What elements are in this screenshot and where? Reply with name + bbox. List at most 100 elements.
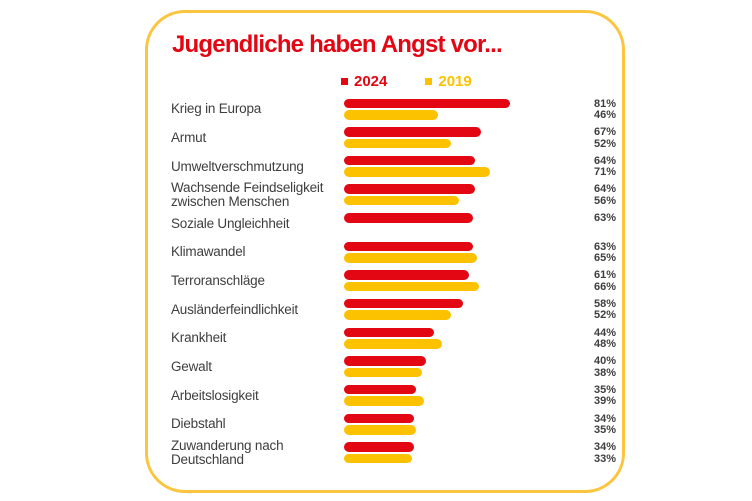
chart-row: Klimawandel 63% 65%: [148, 241, 622, 270]
bar-2024: [344, 442, 414, 452]
bar-2019: [344, 281, 480, 292]
legend: 2024 2019: [341, 73, 472, 90]
value-2019: 71%: [593, 166, 616, 179]
value-labels: 64% 56%: [581, 184, 616, 212]
bar-group: [344, 241, 581, 263]
bar-group: [344, 127, 581, 149]
chart-row: Ausländerfeindlichkeit 58% 52%: [148, 298, 622, 327]
category-label: Wachsende Feindseligkeit zwischen Mensch…: [171, 179, 324, 210]
category-label: Arbeitslosigkeit: [171, 387, 259, 403]
chart-row: Krankheit 44% 48%: [148, 327, 622, 356]
value-2019: 48%: [593, 338, 616, 351]
bar-group: [344, 327, 581, 349]
chart-row: Diebstahl 34% 35%: [148, 413, 622, 442]
bar-2019: [344, 310, 451, 320]
value-labels: 44% 48%: [581, 326, 616, 356]
chart-row: Zuwanderung nach Deutschland 34% 33%: [148, 437, 622, 471]
value-labels: 64% 71%: [581, 154, 616, 184]
value-2024: 81%: [593, 97, 616, 110]
bar-2019: [344, 367, 422, 378]
bar-2019: [344, 167, 490, 177]
bar-2024: [344, 184, 476, 194]
bar-2024: [344, 356, 426, 366]
value-labels: 40% 38%: [581, 356, 616, 384]
bar-group: [344, 155, 581, 177]
category-label: Klimawandel: [171, 244, 246, 260]
value-2019: 65%: [593, 252, 616, 265]
category-label: Armut: [171, 129, 207, 145]
value-labels: 63% 65%: [581, 240, 616, 270]
value-2024: 58%: [593, 297, 616, 310]
category-label: Umweltverschmutzung: [171, 158, 304, 174]
value-2024: 40%: [593, 355, 616, 368]
bar-2024: [344, 270, 470, 280]
value-2019: 38%: [593, 366, 616, 379]
chart-title: Jugendliche haben Angst vor...: [172, 31, 503, 58]
value-2024: 44%: [593, 326, 616, 339]
value-labels: 35% 39%: [581, 383, 616, 413]
chart-row: Terroranschläge 61% 66%: [148, 270, 622, 299]
bar-2019: [344, 195, 459, 206]
value-2019: 39%: [593, 395, 616, 408]
legend-label-2024: 2024: [354, 73, 388, 90]
value-labels: 81% 46%: [581, 97, 616, 127]
bar-2019: [344, 453, 412, 464]
bar-group: [344, 213, 581, 234]
category-label: Diebstahl: [171, 416, 226, 432]
bar-2024: [344, 127, 482, 137]
legend-label-2019: 2019: [438, 73, 472, 90]
bar-2019: [344, 425, 416, 435]
bar-group: [344, 384, 581, 406]
legend-item-2024: 2024: [341, 73, 387, 90]
bar-2019: [344, 253, 478, 263]
chart-row: Arbeitslosigkeit 35% 39%: [148, 384, 622, 413]
value-2024: 64%: [593, 183, 616, 196]
bar-2024: [344, 213, 474, 223]
value-2024: 61%: [593, 269, 616, 282]
bar-group: [344, 98, 581, 120]
bar-group: [344, 356, 581, 378]
value-labels: 58% 52%: [581, 297, 616, 327]
category-label: Soziale Ungleichheit: [171, 215, 290, 231]
value-2024: 64%: [593, 154, 616, 167]
bar-group: [344, 413, 581, 435]
chart-row: Krieg in Europa 81% 46%: [148, 98, 622, 127]
bar-2024: [344, 98, 511, 108]
legend-swatch-2019-icon: [425, 78, 433, 85]
value-2019: 56%: [593, 194, 616, 207]
value-labels: 61% 66%: [581, 270, 616, 298]
chart-row: Armut 67% 52%: [148, 127, 622, 156]
bar-group: [344, 442, 581, 464]
bar-2024: [344, 155, 476, 166]
bar-2024: [344, 241, 474, 252]
value-2024: 34%: [593, 441, 616, 454]
bar-2024: [344, 384, 416, 395]
value-2019: 52%: [593, 309, 616, 322]
value-2024: 63%: [593, 240, 616, 253]
chart-row: Soziale Ungleichheit 63%: [148, 213, 622, 242]
chart-rows: Krieg in Europa 81% 46% Armut 67% 52% Umweltve…: [148, 98, 622, 470]
bar-2019: [344, 138, 451, 149]
value-2024: 63%: [593, 212, 616, 225]
category-label: Krankheit: [171, 330, 227, 346]
bar-2019: [344, 339, 443, 349]
value-labels: 63%: [581, 213, 616, 241]
category-label: Zuwanderung nach Deutschland: [171, 437, 284, 468]
value-labels: 34% 33%: [581, 442, 616, 470]
bar-2019: [344, 110, 439, 120]
chart-row: Gewalt 40% 38%: [148, 356, 622, 385]
bar-group: [344, 298, 581, 320]
bar-2024: [344, 413, 414, 424]
value-2019: 33%: [593, 452, 616, 465]
chart-row: Wachsende Feindseligkeit zwischen Mensch…: [148, 179, 622, 213]
bar-2019: [344, 396, 424, 406]
value-2019: 66%: [593, 280, 616, 293]
value-2024: 67%: [593, 126, 616, 139]
value-2024: 34%: [593, 412, 616, 425]
bar-2024: [344, 327, 435, 338]
value-2024: 35%: [593, 383, 616, 396]
chart-row: Umweltverschmutzung 64% 71%: [148, 155, 622, 184]
bar-2024: [344, 298, 463, 309]
legend-item-2019: 2019: [425, 73, 472, 90]
value-labels: 67% 52%: [581, 127, 616, 155]
